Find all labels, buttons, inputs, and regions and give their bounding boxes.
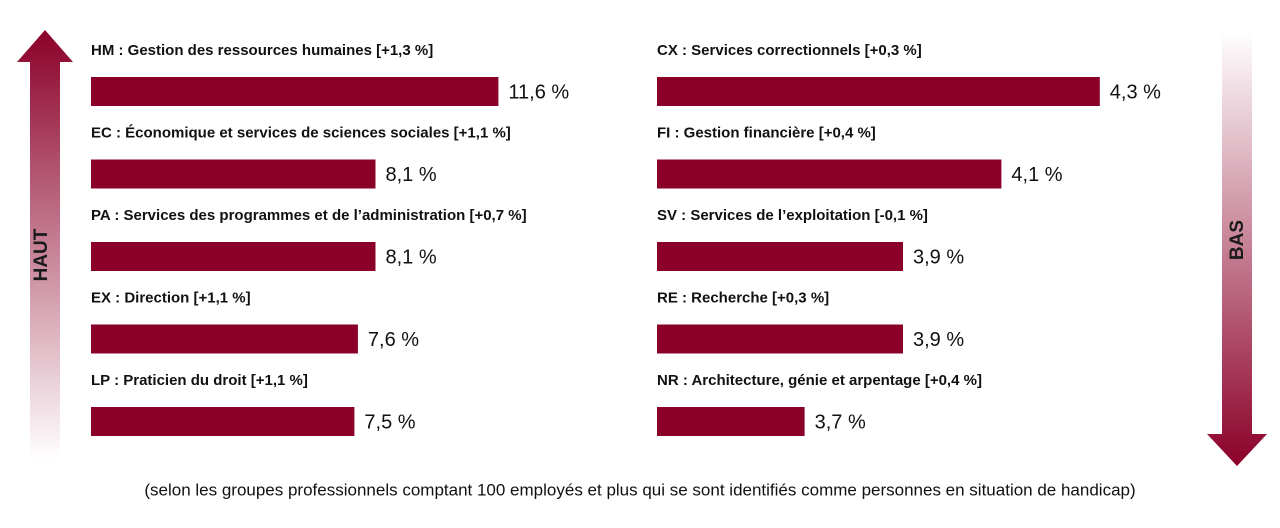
down-arrow	[1207, 32, 1267, 466]
bar	[91, 242, 376, 271]
category-label: PA : Services des programmes et de l’adm…	[91, 207, 527, 224]
bar	[657, 407, 805, 436]
value-label: 4,3 %	[1110, 81, 1161, 103]
category-label: SV : Services de l’exploitation [-0,1 %]	[657, 207, 928, 224]
value-label: 3,9 %	[913, 329, 964, 351]
category-label: RE : Recherche [+0,3 %]	[657, 289, 829, 306]
side-label: HAUT	[31, 228, 52, 281]
up-arrow	[17, 30, 73, 460]
bar	[657, 324, 903, 354]
value-label: 3,9 %	[913, 246, 964, 268]
bar	[657, 242, 903, 271]
category-label: HM : Gestion des ressources humaines [+1…	[91, 42, 433, 59]
category-label: NR : Architecture, génie et arpentage [+…	[657, 372, 982, 389]
category-label: CX : Services correctionnels [+0,3 %]	[657, 42, 922, 59]
value-label: 3,7 %	[815, 411, 866, 433]
category-label: EX : Direction [+1,1 %]	[91, 289, 251, 306]
value-label: 8,1 %	[385, 246, 436, 268]
bar	[91, 324, 358, 354]
bar	[91, 77, 499, 106]
value-label: 7,5 %	[364, 411, 415, 433]
bar	[657, 159, 1002, 189]
side-label: BAS	[1227, 220, 1248, 260]
category-label: EC : Économique et services de sciences …	[91, 124, 511, 141]
bar	[657, 77, 1100, 106]
value-label: 7,6 %	[368, 329, 419, 351]
category-label: FI : Gestion financière [+0,4 %]	[657, 124, 876, 141]
bar	[91, 407, 355, 436]
value-label: 4,1 %	[1011, 164, 1062, 186]
value-label: 8,1 %	[385, 164, 436, 186]
footnote: (selon les groupes professionnels compta…	[144, 480, 1135, 499]
bar	[91, 159, 376, 189]
category-label: LP : Praticien du droit [+1,1 %]	[91, 372, 308, 389]
value-label: 11,6 %	[508, 81, 569, 103]
